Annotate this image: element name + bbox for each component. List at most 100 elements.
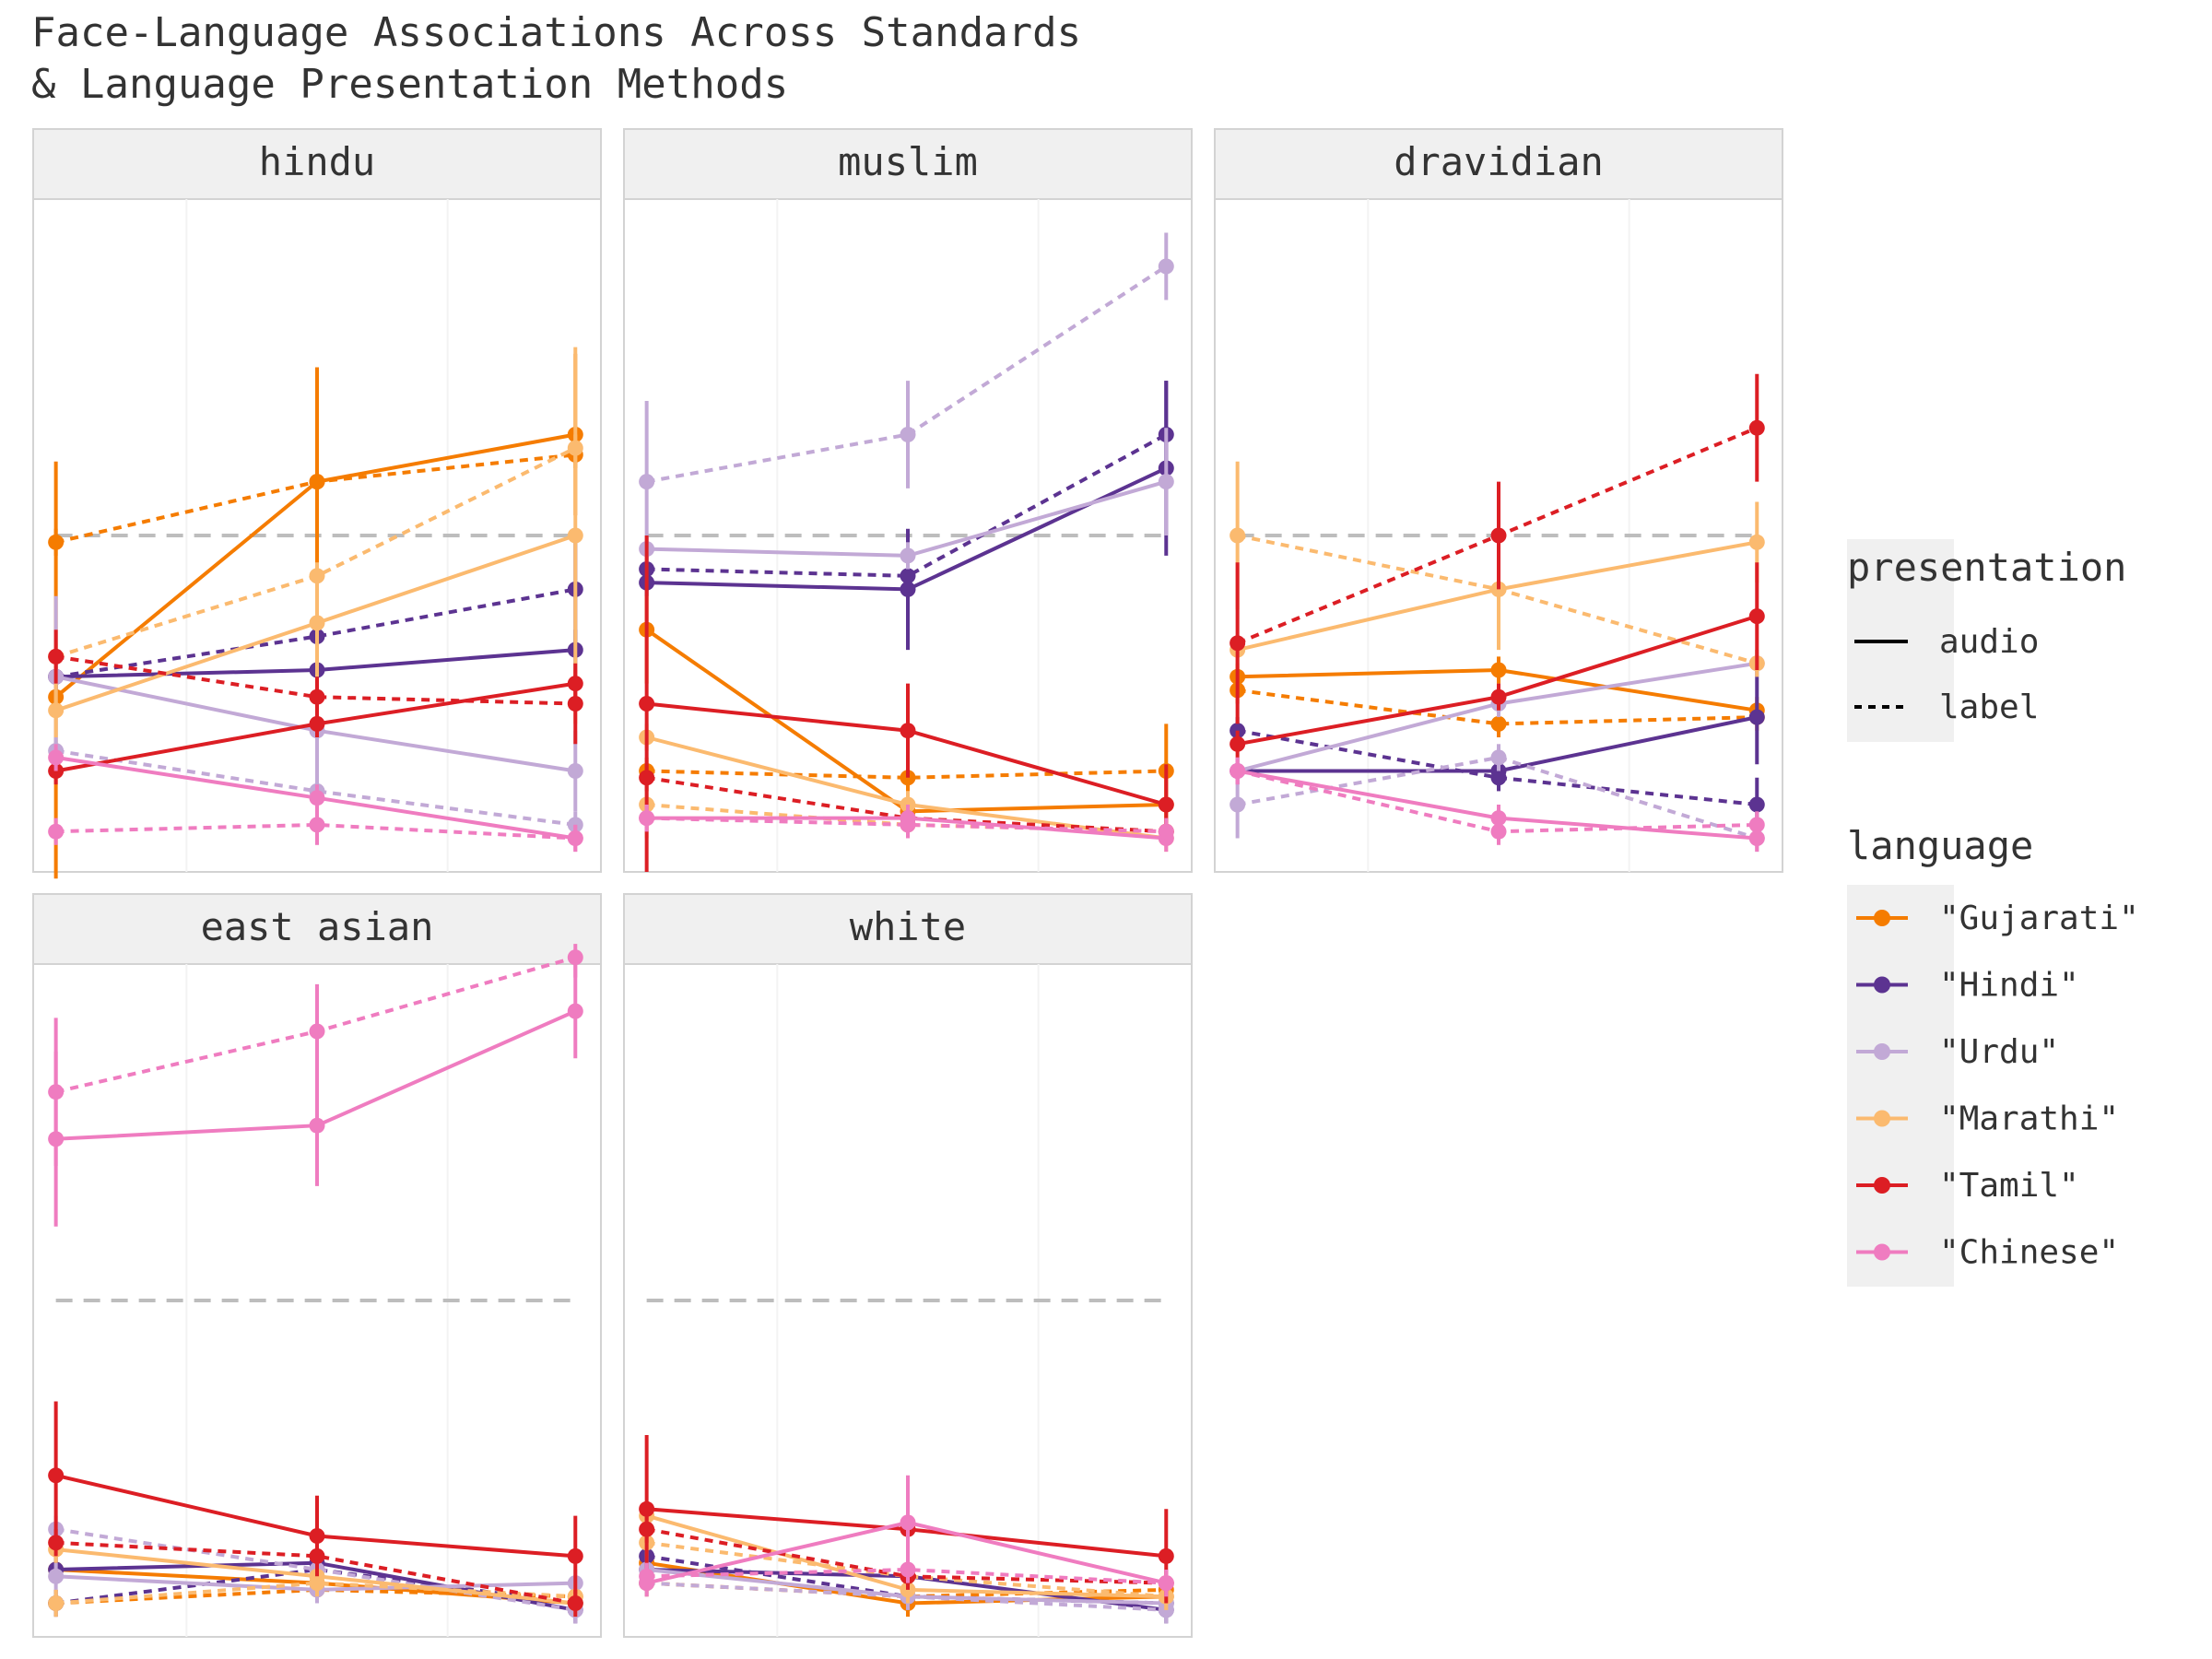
series-line — [1237, 688, 1758, 726]
data-point — [309, 1117, 325, 1134]
data-point — [1490, 527, 1507, 544]
data-point — [48, 1467, 65, 1484]
data-point — [309, 1547, 325, 1564]
data-point — [1230, 527, 1246, 544]
data-point — [48, 749, 65, 766]
data-point — [48, 1084, 65, 1100]
data-point — [309, 1528, 325, 1544]
facet-strip — [32, 128, 602, 200]
data-point — [1748, 817, 1765, 833]
legend-item-label: "Urdu" — [1939, 1033, 2059, 1071]
series-hindi-label — [1230, 717, 1765, 832]
data-point — [1230, 763, 1246, 779]
data-point — [1490, 715, 1507, 732]
data-point — [639, 770, 655, 786]
data-point — [900, 1561, 916, 1578]
data-point — [900, 1514, 916, 1531]
data-point — [309, 568, 325, 584]
data-point — [1230, 735, 1246, 752]
data-point — [567, 527, 583, 544]
data-point — [1158, 796, 1174, 813]
series-chinese-label — [1230, 757, 1765, 845]
legend-item-tamil: "Tamil" — [1856, 1167, 2079, 1205]
data-point — [567, 949, 583, 966]
legend-swatch-dot — [1874, 1110, 1890, 1127]
data-point — [1158, 258, 1174, 275]
data-point — [639, 474, 655, 490]
data-point — [48, 702, 65, 719]
data-point — [567, 830, 583, 846]
data-point — [639, 1568, 655, 1584]
legend-item-label: "Chinese" — [1939, 1234, 2119, 1272]
data-point — [1490, 823, 1507, 840]
facet-panel-east-asian: east asian — [32, 893, 602, 1638]
chart-title-line-1: Face-Language Associations Across Standa… — [31, 9, 1081, 56]
data-point — [309, 474, 325, 490]
legend-swatch-dot — [1874, 910, 1890, 926]
series-line — [1237, 755, 1758, 841]
data-point — [567, 696, 583, 712]
facet-strip — [32, 893, 602, 965]
data-point — [309, 790, 325, 806]
data-point — [48, 1595, 65, 1611]
data-point — [48, 1568, 65, 1584]
facet-strip-label: hindu — [259, 139, 375, 184]
legend-swatch-dot — [1874, 1043, 1890, 1060]
series-tamil-audio — [48, 1401, 583, 1597]
data-point — [1230, 796, 1246, 813]
facet-strip-label: east asian — [201, 904, 434, 949]
series-chinese-audio — [48, 964, 583, 1227]
facet-panel-dravidian: dravidian — [1214, 128, 1783, 873]
series-line — [646, 432, 1168, 578]
data-point — [1158, 823, 1174, 840]
legend-item-hindi: "Hindi" — [1856, 967, 2079, 1005]
legend-presentation-title: presentation — [1847, 545, 2126, 590]
series-chinese-label — [639, 1556, 1174, 1597]
facet-strip-label: dravidian — [1394, 139, 1604, 184]
data-point — [1748, 709, 1765, 725]
facet-strip — [1214, 128, 1783, 200]
legend-swatch-dot — [1874, 976, 1890, 994]
legend-item-chinese: "Chinese" — [1856, 1234, 2119, 1272]
series-tamil-label — [48, 629, 583, 745]
data-point — [639, 810, 655, 827]
series-chinese-label — [639, 805, 1174, 845]
legend-item-label: "Tamil" — [1939, 1167, 2079, 1205]
data-point — [900, 568, 916, 584]
data-point — [900, 547, 916, 564]
data-point — [309, 715, 325, 732]
series-marathi-audio — [48, 347, 583, 737]
data-point — [1158, 474, 1174, 490]
legend-swatch-dot — [1874, 1177, 1890, 1194]
legend-language-title: language — [1847, 823, 2033, 868]
data-point — [900, 817, 916, 833]
legend-label-label: label — [1939, 688, 2039, 726]
data-point — [309, 1575, 325, 1592]
legend-item-label: "Hindi" — [1939, 967, 2079, 1005]
legend-item-marathi: "Marathi" — [1856, 1100, 2119, 1138]
data-point — [1490, 770, 1507, 786]
data-point — [1490, 749, 1507, 766]
series-line — [646, 816, 1167, 834]
chart-title-line-2: & Language Presentation Methods — [31, 61, 788, 108]
legend-audio-label: audio — [1939, 623, 2039, 661]
series-line — [646, 769, 1167, 780]
data-point — [1490, 662, 1507, 678]
data-point — [309, 615, 325, 631]
facet-panel-white: white — [623, 893, 1193, 1638]
series-line — [55, 822, 576, 841]
data-point — [1158, 1575, 1174, 1592]
facet-panel-muslim: muslim — [623, 128, 1193, 873]
facet-strip — [623, 128, 1193, 200]
legend-language-key-bg — [1847, 885, 1954, 1287]
series-line — [646, 1581, 1167, 1599]
series-chinese-label — [48, 805, 583, 853]
series-tamil-label — [48, 1529, 583, 1618]
data-point — [309, 688, 325, 705]
data-point — [639, 1521, 655, 1537]
data-point — [1158, 1547, 1174, 1564]
data-point — [639, 1500, 655, 1517]
data-point — [1748, 419, 1765, 436]
data-point — [900, 427, 916, 442]
